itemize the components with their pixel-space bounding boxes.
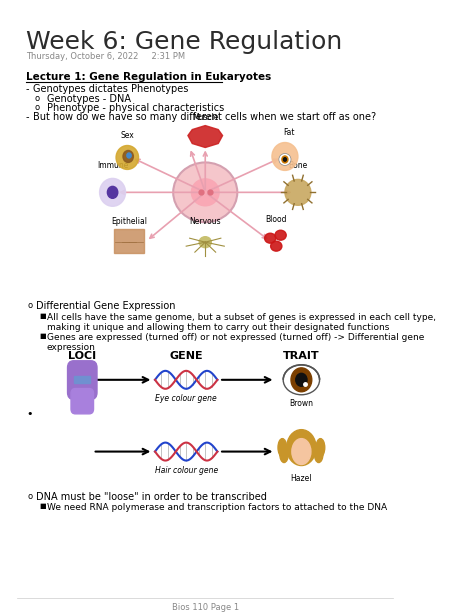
Text: Blood: Blood (265, 216, 287, 224)
Text: All cells have the same genome, but a subset of genes is expressed in each cell : All cells have the same genome, but a su… (47, 313, 436, 332)
Ellipse shape (291, 368, 312, 392)
Text: Bone: Bone (288, 161, 308, 171)
Text: GENE: GENE (169, 351, 203, 361)
Text: Bios 110 Page 1: Bios 110 Page 1 (172, 603, 239, 612)
FancyBboxPatch shape (74, 376, 90, 383)
Ellipse shape (123, 150, 133, 163)
Ellipse shape (108, 187, 118, 198)
Ellipse shape (314, 445, 323, 462)
Text: ■: ■ (40, 313, 46, 319)
Ellipse shape (283, 365, 319, 395)
Ellipse shape (271, 241, 282, 251)
Text: ■: ■ (40, 503, 46, 509)
Ellipse shape (280, 445, 288, 462)
Text: -: - (26, 112, 29, 122)
Text: Week 6: Gene Regulation: Week 6: Gene Regulation (26, 30, 342, 54)
Ellipse shape (292, 438, 311, 465)
Text: Genes are expressed (turned off) or not expressed (turned off) -> Differential g: Genes are expressed (turned off) or not … (47, 333, 424, 352)
Text: Eye colour gene: Eye colour gene (155, 394, 217, 403)
Ellipse shape (287, 430, 316, 465)
Ellipse shape (278, 438, 287, 457)
Text: Epithelial: Epithelial (111, 217, 147, 226)
Text: LOCI: LOCI (68, 351, 96, 361)
Text: Genotypes - DNA: Genotypes - DNA (47, 94, 131, 104)
Ellipse shape (199, 237, 211, 247)
Ellipse shape (100, 179, 126, 206)
Ellipse shape (316, 438, 325, 457)
Text: •: • (26, 409, 33, 419)
Text: Thursday, October 6, 2022     2:31 PM: Thursday, October 6, 2022 2:31 PM (26, 52, 185, 61)
Ellipse shape (285, 179, 311, 205)
Ellipse shape (264, 233, 276, 243)
Text: Muscle: Muscle (192, 112, 219, 122)
Text: Hair colour gene: Hair colour gene (155, 465, 218, 475)
FancyBboxPatch shape (68, 361, 97, 399)
Ellipse shape (174, 163, 237, 221)
Ellipse shape (275, 230, 286, 240)
Text: Fat: Fat (283, 128, 295, 136)
Text: o: o (35, 103, 40, 112)
Ellipse shape (282, 156, 288, 163)
Text: TRAIT: TRAIT (283, 351, 319, 361)
Text: Lecture 1: Gene Regulation in Eukaryotes: Lecture 1: Gene Regulation in Eukaryotes (26, 72, 271, 82)
Text: o: o (27, 301, 33, 310)
Text: Nervous: Nervous (190, 217, 221, 226)
Text: Differential Gene Expression: Differential Gene Expression (36, 301, 176, 311)
Ellipse shape (279, 154, 291, 165)
Text: Phenotype - physical characteristics: Phenotype - physical characteristics (47, 103, 224, 112)
Ellipse shape (296, 373, 307, 386)
Text: -: - (26, 84, 29, 94)
Ellipse shape (127, 153, 131, 158)
Text: DNA must be "loose" in order to be transcribed: DNA must be "loose" in order to be trans… (36, 492, 267, 502)
Ellipse shape (272, 142, 298, 171)
Text: We need RNA polymerase and transcription factors to attached to the DNA: We need RNA polymerase and transcription… (47, 503, 387, 512)
Text: Hazel: Hazel (291, 475, 312, 483)
FancyBboxPatch shape (114, 229, 144, 253)
FancyBboxPatch shape (71, 389, 93, 414)
Text: ■: ■ (40, 333, 46, 339)
Text: But how do we have so many different cells when we start off as one?: But how do we have so many different cel… (33, 112, 376, 122)
Text: Genotypes dictates Phenotypes: Genotypes dictates Phenotypes (33, 84, 188, 94)
Ellipse shape (283, 158, 286, 161)
Text: Immune: Immune (97, 161, 128, 171)
Text: Sex: Sex (120, 131, 134, 139)
Text: o: o (35, 94, 40, 103)
Ellipse shape (116, 146, 138, 169)
Text: o: o (27, 492, 33, 502)
Ellipse shape (191, 179, 219, 206)
Polygon shape (188, 126, 223, 147)
Text: Brown: Brown (290, 398, 313, 408)
